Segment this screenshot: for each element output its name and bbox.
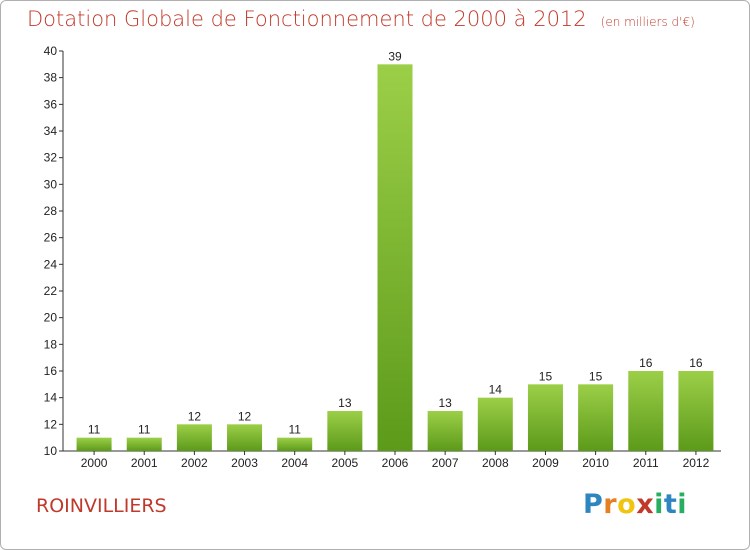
commune-name: ROINVILLIERS [36, 495, 167, 517]
y-tick-label: 32 [44, 151, 58, 165]
bar-2005 [327, 411, 363, 451]
x-tick-label-2012: 2012 [683, 456, 710, 470]
data-label-2004: 11 [288, 423, 301, 437]
data-label-2008: 14 [489, 383, 503, 397]
bar-2003 [227, 424, 263, 451]
data-label-2003: 12 [238, 409, 252, 423]
logo-letter: i [654, 489, 664, 520]
y-tick-label: 38 [44, 71, 58, 85]
axes: 10 12 14 16 18 20 22 24 26 28 30 32 34 36 38 40 2000 2001… [44, 44, 721, 470]
y-tick-label: 36 [44, 97, 58, 111]
logo-letter: o [617, 489, 637, 520]
bar-2007 [427, 411, 463, 451]
x-tick-label-2000: 2000 [81, 456, 108, 470]
data-label-2011: 16 [639, 356, 653, 370]
y-tick-label: 24 [44, 257, 58, 271]
bars: 11 11 12 12 11 13 39 13 14 15 15 16 16 [76, 49, 714, 452]
bar-2000 [76, 437, 112, 451]
data-label-2000: 11 [88, 423, 101, 437]
y-tick-label: 16 [44, 364, 58, 378]
y-tick-label: 34 [44, 124, 58, 138]
logo-letter: r [603, 489, 618, 520]
data-label-2010: 15 [589, 369, 603, 383]
x-tick-label-2003: 2003 [231, 456, 258, 470]
data-label-2002: 12 [188, 409, 202, 423]
logo-letter: t [663, 489, 678, 520]
y-tick-label: 26 [44, 231, 58, 245]
bar-2012 [678, 371, 714, 451]
x-tick-label-2004: 2004 [281, 456, 308, 470]
data-label-2009: 15 [539, 369, 553, 383]
bar-2001 [126, 437, 162, 451]
x-tick-label-2011: 2011 [633, 456, 659, 470]
proxiti-logo: Proxiti [583, 489, 687, 520]
x-tick-label-2005: 2005 [331, 456, 358, 470]
data-label-2001: 11 [138, 423, 151, 437]
y-tick-label: 12 [44, 417, 58, 431]
y-tick-label: 20 [44, 311, 58, 325]
bar-2010 [578, 384, 614, 451]
y-tick-label: 30 [44, 177, 58, 191]
logo-letter: P [583, 489, 604, 520]
y-tick-label: 22 [44, 284, 58, 298]
bar-2002 [176, 424, 212, 451]
data-label-2007: 13 [438, 396, 452, 410]
bar-2008 [477, 397, 513, 451]
bar-2006 [377, 64, 413, 452]
x-tick-label-2009: 2009 [532, 456, 559, 470]
chart-title: Dotation Globale de Fonctionnement de 20… [27, 7, 695, 31]
bar-2004 [277, 437, 313, 451]
x-tick-label-2007: 2007 [432, 456, 459, 470]
chart-subtitle: (en milliers d'€) [600, 15, 695, 29]
y-tick-label: 18 [44, 337, 58, 351]
y-tick-label: 10 [44, 444, 58, 458]
data-label-2006: 39 [388, 49, 402, 63]
logo-letter: i [677, 489, 688, 520]
y-tick-label: 40 [44, 44, 58, 58]
x-tick-label-2002: 2002 [181, 456, 208, 470]
x-tick-label-2010: 2010 [582, 456, 609, 470]
data-label-2012: 16 [689, 356, 703, 370]
x-tick-label-2006: 2006 [382, 456, 409, 470]
bar-2011 [628, 371, 664, 451]
y-tick-label: 14 [44, 391, 58, 405]
chart-title-text: Dotation Globale de Fonctionnement de 20… [27, 7, 587, 31]
y-tick-label: 28 [44, 204, 58, 218]
bar-2009 [527, 384, 563, 451]
data-label-2005: 13 [338, 396, 352, 410]
x-tick-label-2001: 2001 [131, 456, 158, 470]
logo-letter: x [636, 489, 655, 520]
x-tick-label-2008: 2008 [482, 456, 509, 470]
